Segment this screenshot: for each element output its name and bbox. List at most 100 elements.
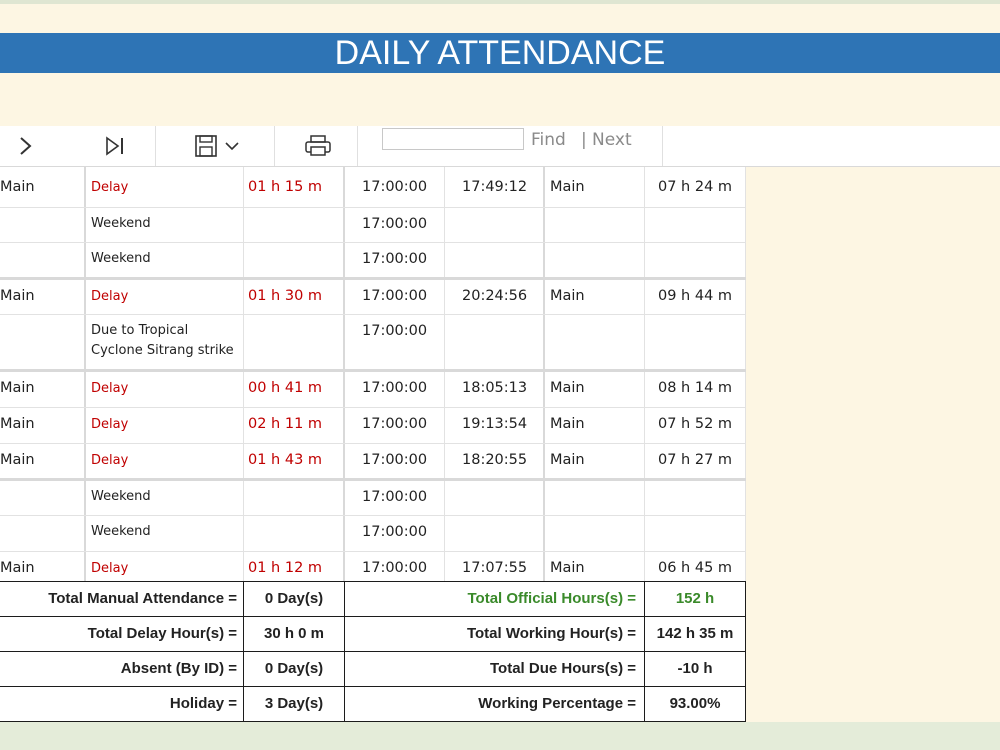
find-link[interactable]: Find	[531, 130, 566, 150]
table-row: Main Delay 00 h 41 m 17:00:00 18:05:13 M…	[0, 372, 746, 408]
location-value: Main	[0, 560, 35, 576]
table-cell: 00 h 41 m	[244, 372, 345, 407]
toolbar-separator	[274, 126, 275, 166]
next-page-button[interactable]	[10, 126, 40, 166]
holiday-label: Holiday =	[0, 687, 244, 721]
status-value: Delay	[91, 381, 129, 396]
table-row: Main Delay 01 h 43 m 17:00:00 18:20:55 M…	[0, 444, 746, 481]
status-value: Delay	[91, 561, 129, 576]
table-cell: 19:13:54	[445, 408, 545, 443]
location-value: Main	[0, 452, 35, 468]
official-hours-label: Total Official Hours(s) =	[345, 582, 645, 616]
table-cell	[645, 516, 746, 551]
location-value: Main	[0, 179, 35, 195]
delay-hours-label: Total Delay Hour(s) =	[0, 617, 244, 651]
status-value: Delay	[91, 180, 129, 195]
table-cell: Main	[545, 444, 645, 478]
working-hours-total-value: 142 h 35 m	[645, 617, 746, 651]
table-cell: Main	[545, 167, 645, 207]
table-cell: 17:00:00	[345, 372, 445, 407]
status-value: Weekend	[91, 489, 151, 504]
page-title: DAILY ATTENDANCE	[0, 33, 1000, 73]
table-cell: Main	[545, 552, 645, 586]
location-value: Main	[0, 288, 35, 304]
table-cell: 17:00:00	[345, 315, 445, 369]
out-time-value: 18:05:13	[462, 380, 528, 396]
out-location-value: Main	[550, 380, 585, 396]
table-cell: Weekend	[86, 243, 244, 277]
official-out-value: 17:00:00	[362, 489, 428, 505]
report-toolbar: Find | Next	[0, 126, 1000, 167]
find-input[interactable]	[382, 128, 524, 150]
top-strip	[0, 0, 1000, 4]
table-cell: 17:00:00	[345, 444, 445, 478]
table-cell: Due to Tropical Cyclone Sitrang strike	[86, 315, 244, 369]
table-cell: Main	[0, 280, 86, 314]
official-out-value: 17:00:00	[362, 452, 428, 468]
table-cell: 17:00:00	[345, 280, 445, 314]
table-cell: 18:20:55	[445, 444, 545, 478]
export-button[interactable]	[186, 126, 248, 166]
table-cell	[445, 516, 545, 551]
official-out-value: 17:00:00	[362, 216, 428, 232]
last-page-icon	[106, 136, 123, 156]
table-row: Weekend 17:00:00	[0, 208, 746, 243]
toolbar-separator	[662, 126, 663, 166]
table-cell: Weekend	[86, 208, 244, 242]
table-cell	[645, 208, 746, 242]
manual-attendance-label: Total Manual Attendance =	[0, 582, 244, 616]
next-link[interactable]: Next	[592, 130, 632, 150]
table-cell	[244, 516, 345, 551]
bottom-strip	[0, 722, 1000, 750]
table-row: Main Delay 01 h 15 m 17:00:00 17:49:12 M…	[0, 167, 746, 208]
working-hours-value: 09 h 44 m	[658, 288, 733, 304]
printer-icon	[305, 135, 331, 156]
working-hours-value: 06 h 45 m	[658, 560, 733, 576]
delay-hours-value: 30 h 0 m	[244, 617, 345, 651]
working-hours-label: Total Working Hour(s) =	[345, 617, 645, 651]
official-out-value: 17:00:00	[362, 179, 428, 195]
table-cell: Main	[545, 372, 645, 407]
table-row: Main Delay 01 h 30 m 17:00:00 20:24:56 M…	[0, 280, 746, 315]
status-value-line2: Cyclone Sitrang strike	[91, 343, 234, 358]
official-out-value: 17:00:00	[362, 288, 428, 304]
official-out-value: 17:00:00	[362, 323, 428, 339]
table-row: Due to Tropical Cyclone Sitrang strike 17…	[0, 315, 746, 372]
table-row: Weekend 17:00:00	[0, 481, 746, 516]
table-cell	[244, 315, 345, 369]
delay-value: 01 h 12 m	[248, 560, 323, 576]
summary-row: Absent (By ID) = 0 Day(s) Total Due Hour…	[0, 652, 746, 687]
table-cell: 17:00:00	[345, 208, 445, 242]
toolbar-separator	[155, 126, 156, 166]
table-cell: 17:00:00	[345, 408, 445, 443]
table-cell	[645, 481, 746, 515]
print-button[interactable]	[300, 126, 336, 166]
chevron-right-icon	[20, 137, 32, 155]
table-cell: 02 h 11 m	[244, 408, 345, 443]
table-cell: 06 h 45 m	[645, 552, 746, 586]
table-row: Main Delay 02 h 11 m 17:00:00 19:13:54 M…	[0, 408, 746, 444]
table-cell: 01 h 15 m	[244, 167, 345, 207]
status-value: Delay	[91, 417, 129, 432]
table-cell: Main	[0, 408, 86, 443]
manual-attendance-value: 0 Day(s)	[244, 582, 345, 616]
status-value: Due to Tropical	[91, 323, 189, 338]
absent-value: 0 Day(s)	[244, 652, 345, 686]
last-page-button[interactable]	[98, 126, 132, 166]
official-out-value: 17:00:00	[362, 560, 428, 576]
table-cell: Weekend	[86, 516, 244, 551]
table-cell	[445, 243, 545, 277]
location-value: Main	[0, 380, 35, 396]
summary-row: Total Delay Hour(s) = 30 h 0 m Total Wor…	[0, 617, 746, 652]
find-divider: |	[581, 130, 587, 150]
out-time-value: 17:07:55	[462, 560, 528, 576]
table-row: Weekend 17:00:00	[0, 516, 746, 552]
official-out-value: 17:00:00	[362, 416, 428, 432]
delay-value: 01 h 30 m	[248, 288, 323, 304]
holiday-value: 3 Day(s)	[244, 687, 345, 721]
table-cell	[0, 208, 86, 242]
status-value: Weekend	[91, 251, 151, 266]
status-value: Weekend	[91, 216, 151, 231]
table-cell	[445, 315, 545, 369]
table-cell: 17:49:12	[445, 167, 545, 207]
